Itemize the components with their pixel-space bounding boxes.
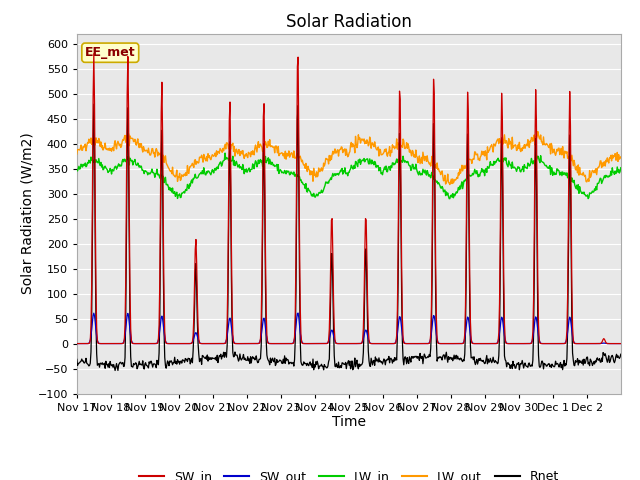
Title: Solar Radiation: Solar Radiation [286,12,412,31]
Legend: SW_in, SW_out, LW_in, LW_out, Rnet: SW_in, SW_out, LW_in, LW_out, Rnet [134,465,564,480]
Text: EE_met: EE_met [85,46,136,59]
X-axis label: Time: Time [332,415,366,430]
Y-axis label: Solar Radiation (W/m2): Solar Radiation (W/m2) [20,133,35,294]
